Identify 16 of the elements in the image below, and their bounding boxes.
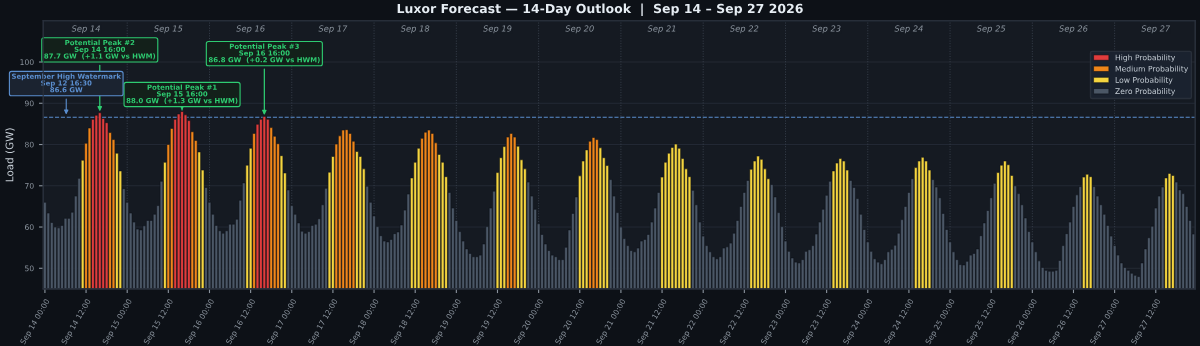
x2-tick-label: Sep 16 (236, 25, 265, 34)
chart-title: Luxor Forecast — 14-Day Outlook | Sep 14 – Sep 27 2026 (397, 3, 803, 16)
x2-tick-label: Sep 15 (153, 25, 183, 34)
x2-tick-label: Sep 19 (483, 25, 512, 34)
x2-tick-label: Sep 25 (976, 25, 1006, 34)
x2-tick-label: Sep 27 (1141, 25, 1171, 34)
x2-tick-label: Sep 20 (565, 25, 594, 34)
x2-tick-label: Sep 23 (812, 25, 841, 34)
x2-tick-label: Sep 18 (400, 25, 430, 34)
y-axis-title: Load (GW) (5, 128, 15, 182)
x2-tick-label: Sep 14 (71, 25, 100, 34)
x2-tick-label: Sep 22 (729, 25, 759, 34)
x2-tick-label: Sep 21 (647, 25, 676, 34)
x2-tick-label: Sep 26 (1059, 25, 1088, 34)
x2-tick-label: Sep 24 (894, 25, 923, 34)
x2-tick-label: Sep 17 (318, 25, 348, 34)
